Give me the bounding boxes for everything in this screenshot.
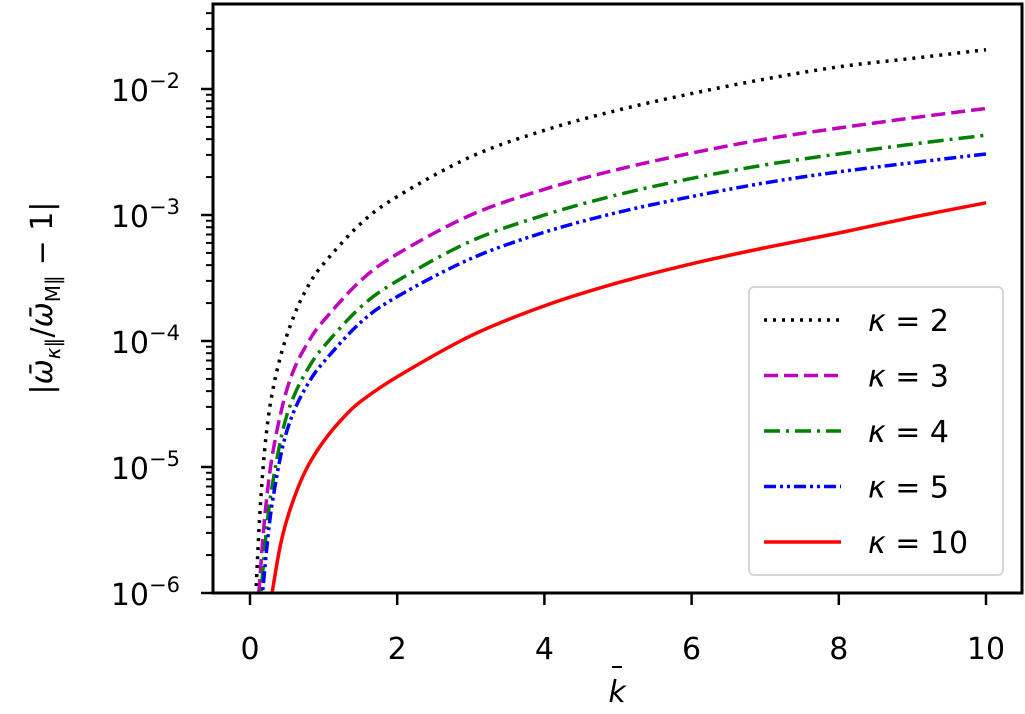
x-tick-label: 0 [240,632,259,667]
legend-label: κ = 4 [868,415,949,450]
legend-item-kappa-3: κ = 3 [764,360,949,395]
y-tick-label: 10−5 [111,447,180,487]
y-tick-label: 10−3 [111,195,180,235]
y-tick-label: 10−4 [111,321,180,361]
y-tick-label: 10−2 [111,69,180,109]
legend-item-kappa-2: κ = 2 [764,304,949,339]
x-tick-label: 10 [967,632,1005,667]
x-axis: 0 2 4 6 8 10 [240,593,1005,667]
legend-item-kappa-5: κ = 5 [764,471,949,506]
legend-label: κ = 10 [868,526,968,561]
svg-text:|ω̄κ∥/ω̄M∥ − 1|: |ω̄κ∥/ω̄M∥ − 1| [25,202,65,395]
y-axis: 10−6 10−5 10−4 10−3 10−2 [111,12,213,613]
series-layer [254,47,987,593]
legend-label: κ = 5 [868,471,949,506]
legend-item-kappa-10: κ = 10 [764,526,968,561]
series-line-kappa-10 [270,201,987,593]
legend-label: κ = 2 [868,304,949,339]
x-tick-label: 6 [682,632,701,667]
legend-label: κ = 3 [868,360,949,395]
x-tick-label: 2 [388,632,407,667]
series-line-kappa-5 [260,152,987,593]
x-tick-label: 4 [535,632,554,667]
y-axis-label: |ω̄κ∥/ω̄M∥ − 1| [25,202,65,395]
legend-item-kappa-4: κ = 4 [764,415,949,450]
series-line-kappa-3 [257,106,987,593]
x-tick-label: 8 [829,632,848,667]
series-line-kappa-2 [254,47,987,593]
x-axis-label: k [608,675,627,710]
axes-frame [211,2,1024,595]
legend-box [748,286,1004,576]
y-tick-label: 10−6 [111,573,180,613]
legend: κ = 2 κ = 3 κ = 4 κ = 5 κ = 10 [748,286,1004,576]
